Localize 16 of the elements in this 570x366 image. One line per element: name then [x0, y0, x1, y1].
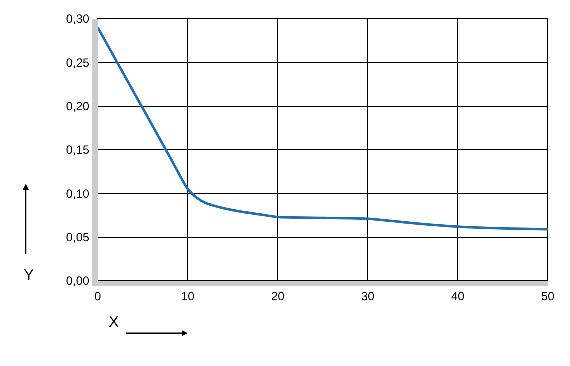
y-tick-label: 0,10	[66, 186, 90, 201]
x-axis-title: X	[109, 314, 120, 331]
x-tick-label: 0	[94, 289, 102, 304]
x-tick-label: 20	[271, 289, 285, 304]
x-tick-label: 40	[451, 289, 465, 304]
y-tick-label: 0,15	[66, 143, 90, 158]
y-axis-title: Y	[24, 267, 34, 284]
y-tick-label: 0,25	[66, 56, 90, 70]
x-tick-label: 50	[541, 289, 555, 304]
x-tick-label: 30	[361, 289, 375, 304]
y-tick-label: 0,05	[66, 230, 90, 245]
y-tick-label: 0,00	[66, 274, 90, 288]
y-tick-label: 0,20	[66, 100, 90, 114]
line-series	[98, 26, 548, 231]
y-tick-label: 0,30	[66, 12, 90, 26]
x-tick-label: 10	[181, 289, 195, 304]
